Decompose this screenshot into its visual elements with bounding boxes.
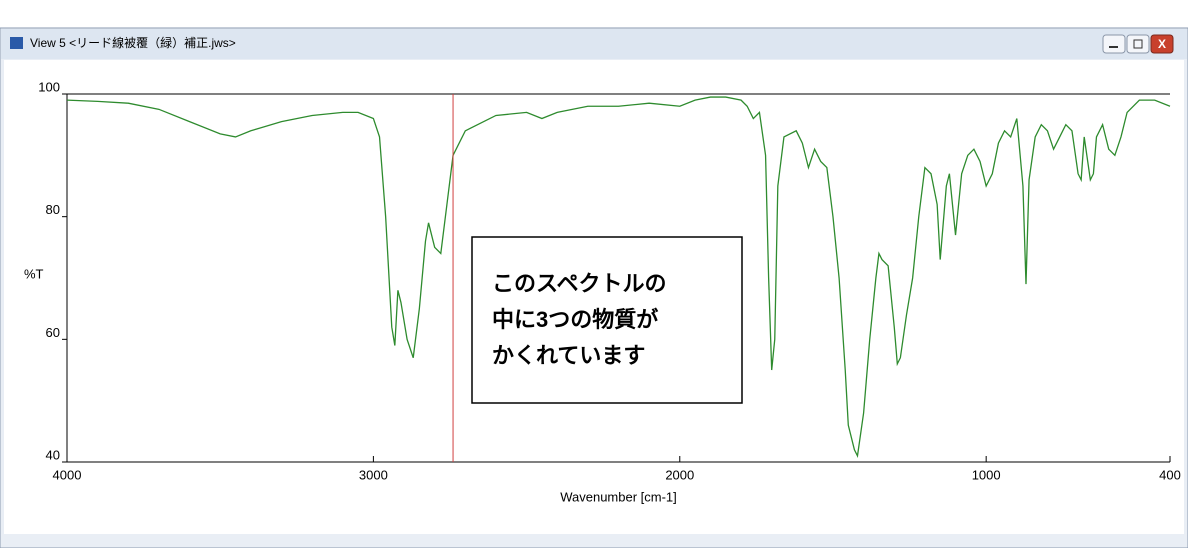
maximize-icon <box>1133 39 1143 49</box>
y-tick-label: 60 <box>46 325 60 340</box>
x-tick-label: 1000 <box>972 467 1001 482</box>
y-tick-label: 80 <box>46 202 60 217</box>
minimize-button[interactable] <box>1102 34 1126 54</box>
y-axis-label: %T <box>24 266 44 281</box>
annotation-box <box>471 236 743 404</box>
y-tick-label: 100 <box>38 79 60 94</box>
annotation-text: このスペクトルの <box>492 271 666 296</box>
window-title: View 5 <リード線被覆（緑）補正.jws> <box>30 35 236 50</box>
x-axis-label: Wavenumber [cm-1] <box>560 489 677 504</box>
annotation-text: かくれています <box>492 343 645 368</box>
title-bar <box>1 29 1187 59</box>
app-icon <box>10 37 23 49</box>
annotation-text: 中に3つの物質が <box>492 307 658 332</box>
spectrum-line <box>66 96 1171 459</box>
x-tick-label: 400 <box>1159 467 1181 482</box>
x-tick-label: 4000 <box>53 467 82 482</box>
minimize-icon <box>1109 46 1118 48</box>
close-button[interactable] <box>1150 34 1174 54</box>
x-tick-label: 2000 <box>665 467 694 482</box>
x-tick-label: 3000 <box>359 467 388 482</box>
close-icon: X <box>1158 37 1166 51</box>
y-tick-label: 40 <box>46 447 60 462</box>
maximize-button[interactable] <box>1126 34 1150 54</box>
